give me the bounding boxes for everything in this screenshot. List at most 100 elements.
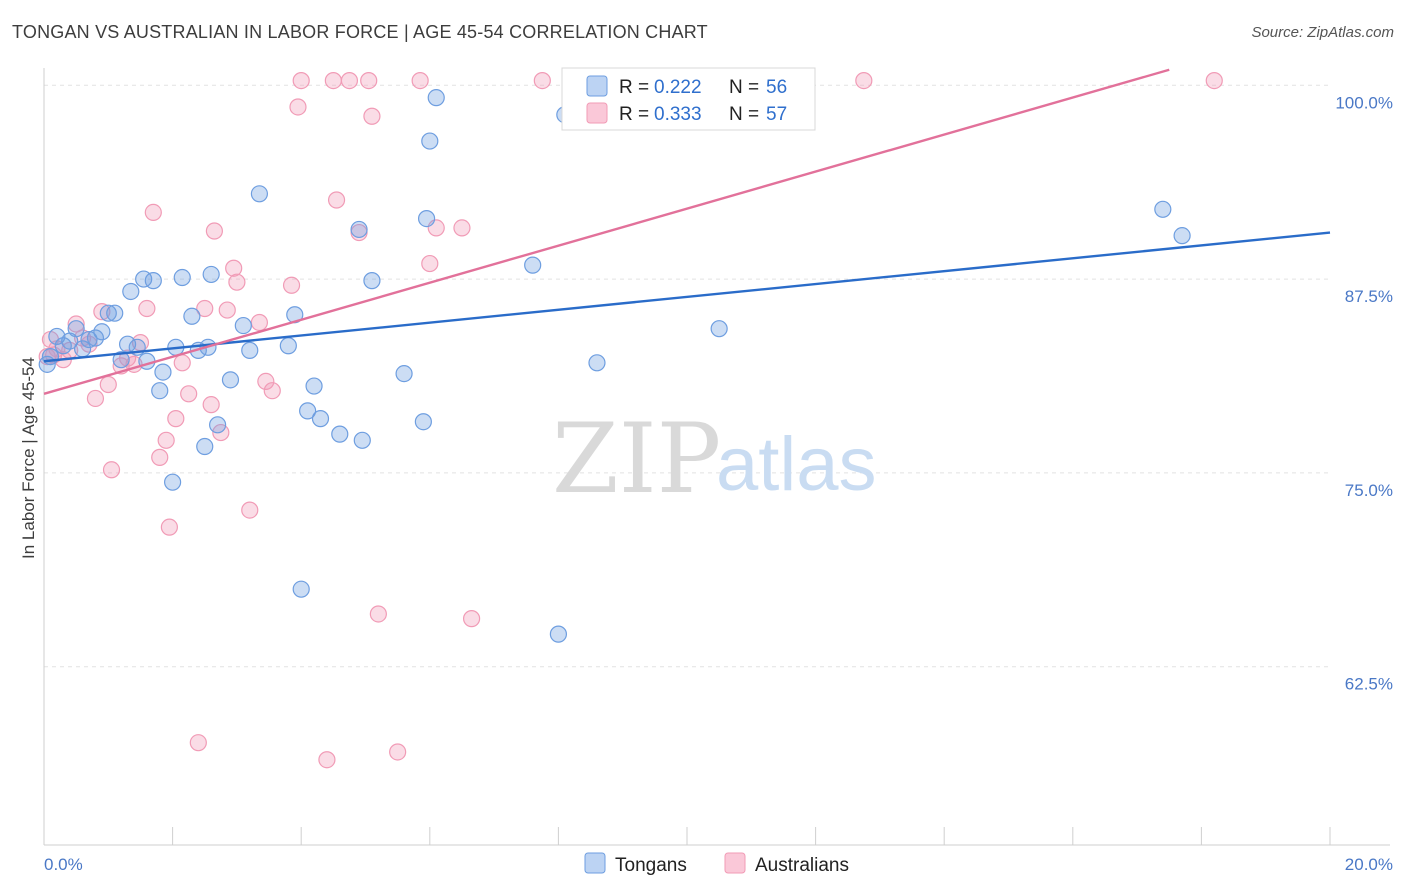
legend-box: R = 0.222 N = 56 R = 0.333 N = 57 — [561, 67, 816, 131]
australians-point-45 — [363, 107, 381, 125]
bottom-legend-swatch-tongans — [584, 852, 606, 874]
tongans-point-42 — [353, 431, 371, 449]
legend-n-label-australians: N = — [729, 104, 759, 125]
tongans-point-33 — [250, 185, 269, 203]
australians-point-34 — [257, 372, 275, 391]
australians-trendline — [43, 68, 1170, 395]
ticks: 100.0% 87.5% 75.0% 62.5% 0.0% 20.0% — [43, 93, 1393, 874]
source-label: Source: ZipAtlas.com — [1251, 24, 1394, 41]
tongans-point-31 — [234, 316, 252, 335]
tongans-point-55 — [1173, 227, 1191, 245]
legend-n-value-australians: 57 — [766, 104, 787, 125]
bottom-legend-tongans[interactable]: Tongans — [615, 855, 687, 876]
australians-point-42 — [340, 72, 359, 90]
axes — [43, 68, 1390, 846]
australians-point-48 — [411, 72, 429, 90]
tongans-point-32 — [241, 341, 259, 359]
legend-r-value-australians: 0.333 — [654, 104, 702, 125]
australians-point-8 — [86, 389, 105, 408]
australians-point-41 — [327, 191, 346, 209]
australians-point-26 — [202, 396, 220, 414]
australians-point-18 — [151, 448, 169, 466]
australians-point-23 — [180, 385, 198, 403]
tongans-point-7 — [80, 330, 98, 349]
australians-point-54 — [855, 72, 873, 90]
tongans-point-36 — [292, 580, 310, 598]
australians-points — [38, 72, 1223, 769]
tongans-point-28 — [202, 265, 220, 284]
tongans-point-10 — [99, 304, 117, 322]
bottom-legend: Tongans Australians — [584, 852, 849, 876]
legend-swatch-tongans — [586, 75, 608, 97]
australians-point-52 — [462, 610, 481, 628]
tongans-point-34 — [279, 337, 297, 355]
tongans-point-8 — [86, 329, 105, 347]
tongans-point-37 — [299, 402, 317, 420]
y-tick-label-1: 87.5% — [1345, 287, 1393, 306]
australians-point-25 — [196, 299, 214, 318]
australians-point-36 — [282, 276, 301, 294]
x-tick-label-1: 20.0% — [1345, 855, 1393, 874]
australians-point-20 — [160, 518, 178, 536]
australians-point-10 — [99, 375, 117, 394]
tongans-point-44 — [395, 365, 413, 383]
australians-point-21 — [167, 410, 185, 428]
tongans-point-41 — [350, 220, 368, 239]
tongans-point-38 — [305, 377, 323, 395]
australians-point-51 — [453, 219, 471, 237]
tongans-point-9 — [93, 323, 111, 341]
australians-point-55 — [1205, 72, 1223, 90]
regression-lines — [43, 68, 1331, 395]
x-tick-label-0: 0.0% — [44, 855, 83, 874]
australians-point-49 — [421, 254, 439, 273]
tongans-point-40 — [331, 425, 349, 443]
australians-point-37 — [289, 98, 307, 116]
tongans-point-14 — [122, 282, 140, 301]
tongans-point-24 — [183, 307, 201, 325]
tongans-point-48 — [427, 89, 445, 107]
tongans-point-18 — [144, 272, 162, 290]
australians-point-39 — [318, 751, 336, 769]
australians-point-46 — [369, 605, 387, 623]
tongans-point-53 — [710, 320, 728, 338]
tongans-points — [38, 89, 1191, 643]
australians-point-22 — [173, 354, 191, 372]
y-tick-label-2: 75.0% — [1345, 481, 1393, 500]
tongans-point-54 — [1154, 200, 1172, 218]
tongans-point-23 — [173, 268, 191, 287]
australians-point-31 — [228, 273, 246, 291]
watermark-atlas: atlas — [716, 422, 877, 507]
tongans-point-45 — [414, 413, 432, 431]
y-axis-label: In Labor Force | Age 45-54 — [19, 357, 38, 559]
australians-point-35 — [263, 382, 281, 400]
australians-point-30 — [225, 259, 243, 277]
australians-point-11 — [102, 461, 121, 479]
tongans-point-39 — [311, 410, 330, 428]
watermark: ZIP atlas — [552, 403, 877, 515]
legend-r-label-tongans: R = — [619, 77, 649, 98]
tongans-point-2 — [48, 327, 66, 346]
bottom-legend-swatch-australians — [724, 852, 746, 874]
chart-title: TONGAN VS AUSTRALIAN IN LABOR FORCE | AG… — [12, 22, 708, 42]
australians-point-33 — [250, 313, 269, 332]
tongans-point-29 — [209, 416, 227, 434]
australians-point-29 — [218, 301, 236, 319]
bottom-legend-australians[interactable]: Australians — [755, 855, 849, 876]
tongans-point-46 — [417, 210, 436, 228]
tongans-point-43 — [363, 272, 381, 290]
tongans-point-5 — [67, 320, 85, 338]
legend-n-label-tongans: N = — [729, 77, 759, 98]
australians-point-44 — [360, 72, 378, 90]
y-tick-label-0: 100.0% — [1335, 93, 1393, 112]
tongans-point-11 — [106, 304, 124, 322]
australians-point-9 — [93, 303, 111, 321]
watermark-zip: ZIP — [552, 403, 721, 515]
legend-r-label-australians: R = — [619, 104, 649, 125]
australians-point-17 — [144, 203, 162, 221]
australians-point-24 — [189, 734, 207, 752]
australians-point-5 — [67, 315, 85, 333]
tongans-point-21 — [164, 473, 182, 491]
tongans-point-19 — [151, 382, 169, 400]
legend-swatch-australians — [586, 102, 608, 124]
legend-r-value-tongans: 0.222 — [654, 77, 702, 98]
